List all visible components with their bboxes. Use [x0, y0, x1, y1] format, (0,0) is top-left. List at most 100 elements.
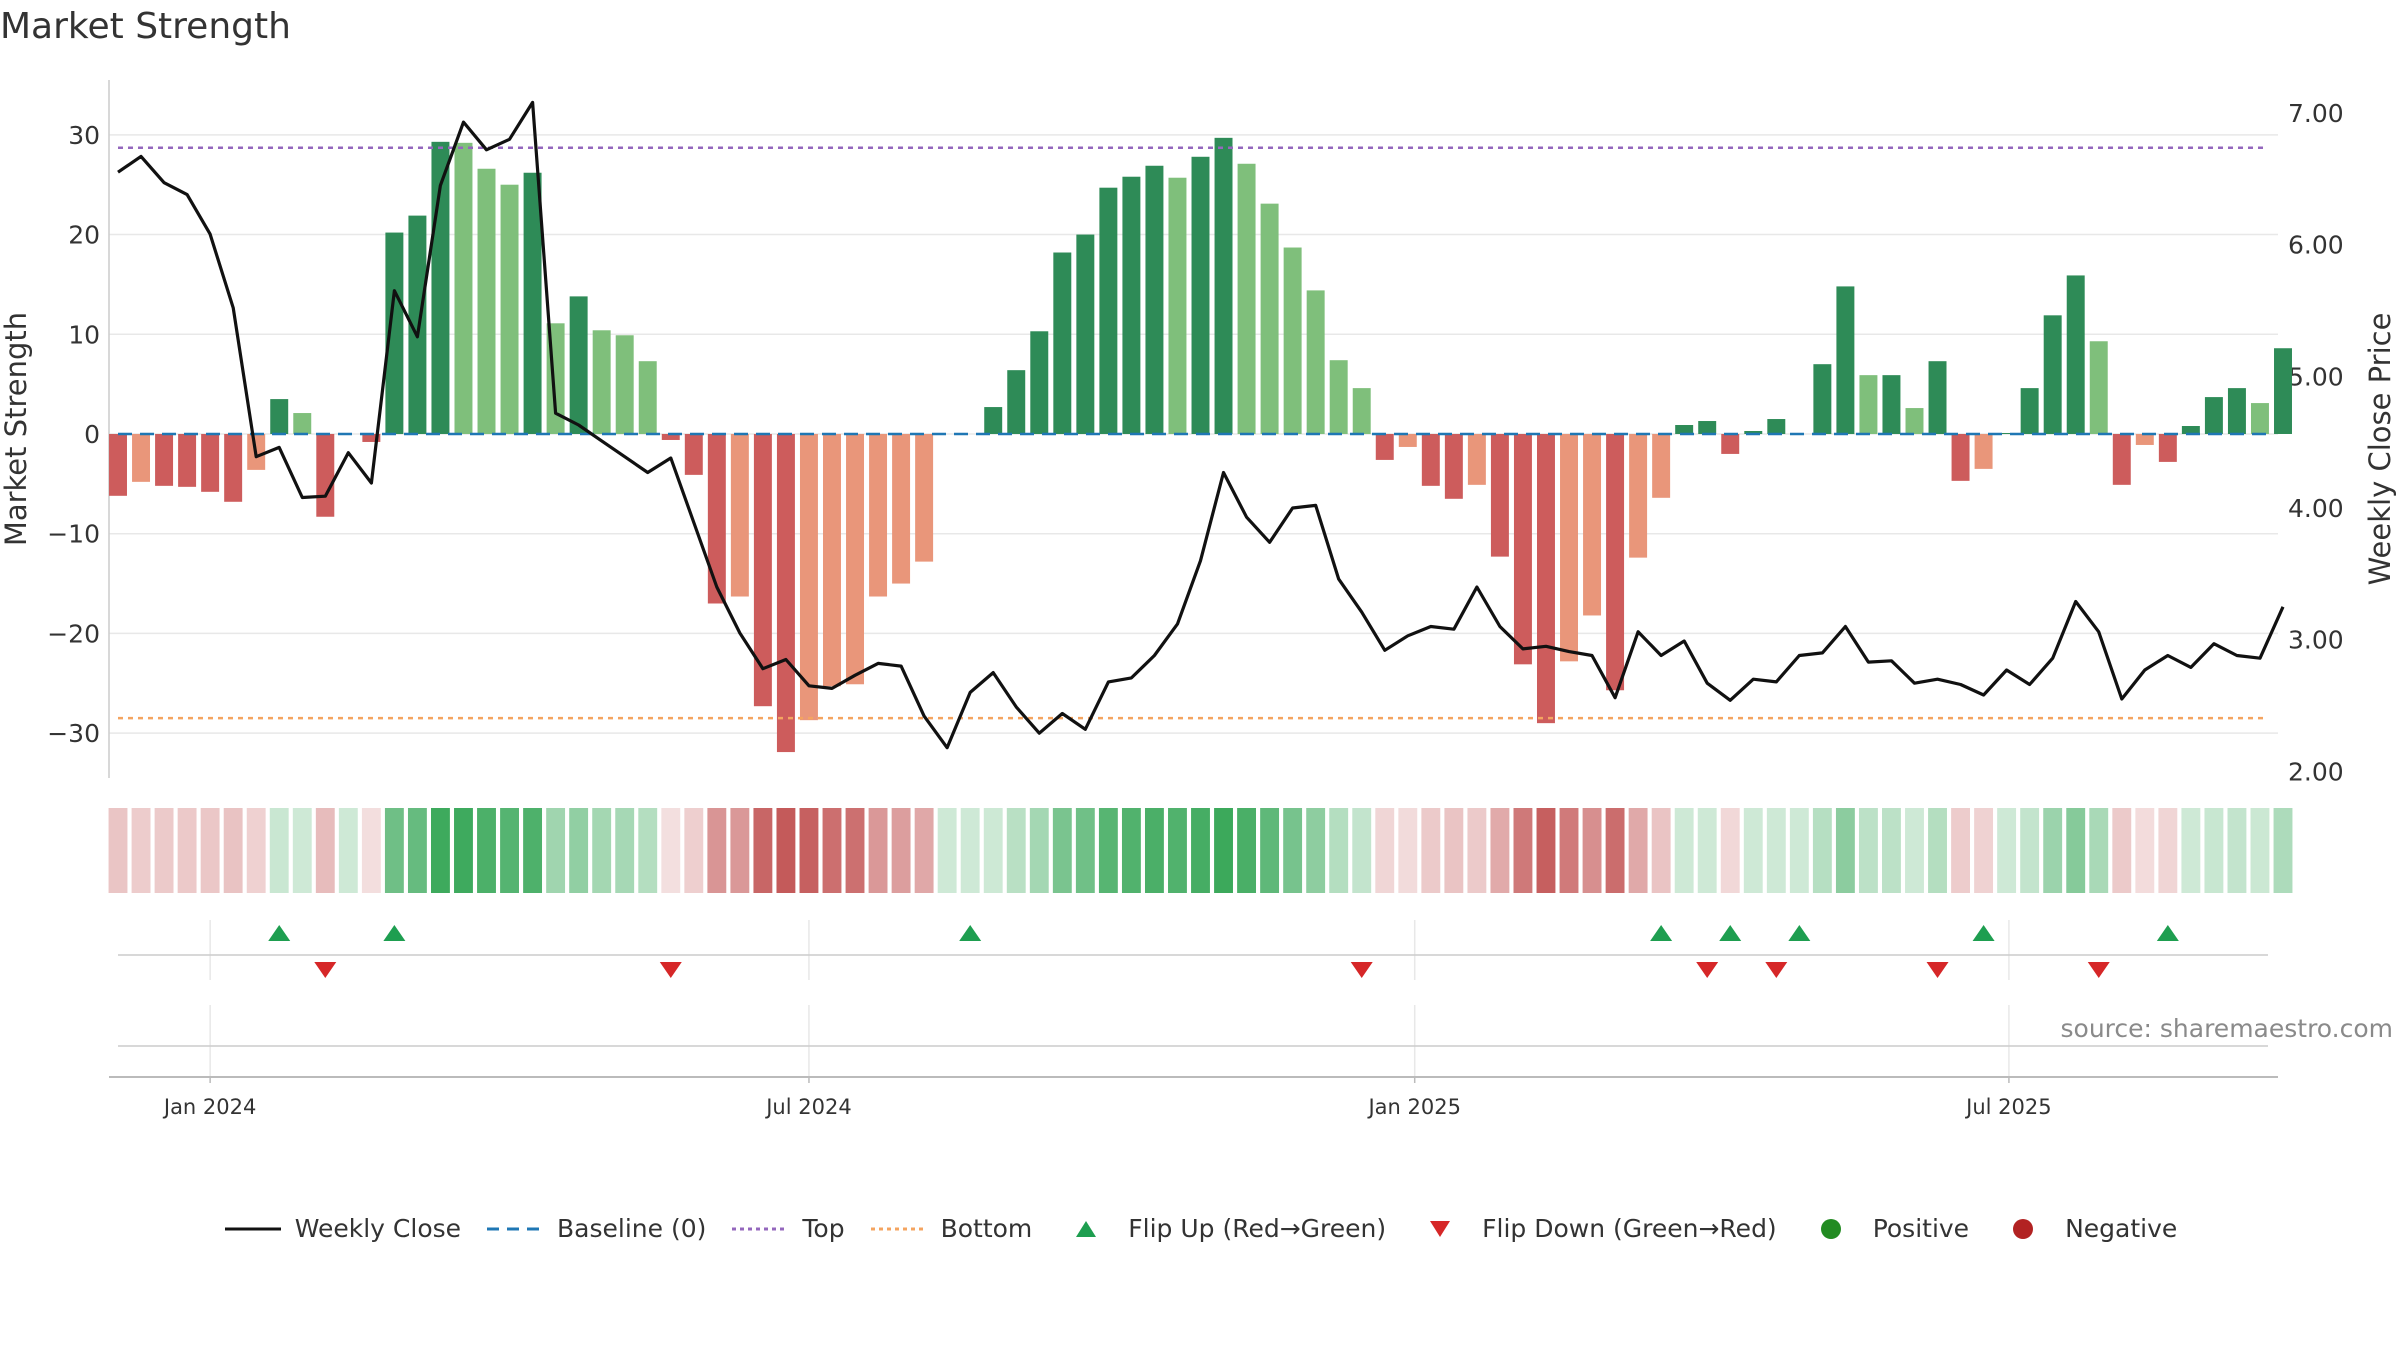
y-left-tick-label: 10	[68, 320, 100, 349]
strength-bar	[1122, 176, 1141, 434]
legend-item-bottom: Bottom	[869, 1214, 1033, 1243]
strength-bar	[1168, 177, 1187, 434]
strength-bar	[2227, 388, 2246, 434]
heatmap-cell	[2135, 808, 2155, 893]
heatmap-cell	[384, 808, 404, 893]
strength-bar	[1560, 433, 1578, 662]
legend-item-positive: Positive	[1801, 1214, 1969, 1243]
strength-bar	[155, 433, 174, 486]
flip-down-marker	[659, 962, 682, 978]
strength-bars	[109, 137, 2292, 753]
legend-item-flip_down: Flip Down (Green→Red)	[1410, 1214, 1777, 1243]
strength-bar	[2112, 433, 2131, 485]
heatmap-cell	[292, 808, 312, 893]
strength-bar	[1260, 203, 1279, 434]
heatmap-cell	[1605, 808, 1625, 893]
flip-down-marker	[1926, 962, 1949, 978]
heatmap-cell	[269, 808, 289, 893]
y-right-tick-label: 5.00	[2288, 362, 2344, 391]
heatmap-cell	[315, 808, 335, 893]
strength-bar	[2135, 433, 2154, 445]
heatmap-cell	[891, 808, 911, 893]
heatmap-cell	[1121, 808, 1141, 893]
heatmap-cell	[868, 808, 888, 893]
strength-bar	[1214, 137, 1233, 434]
y-left-tick-label: −10	[47, 520, 100, 549]
heatmap-cell	[1513, 808, 1533, 893]
strength-bar	[293, 413, 312, 434]
y-right-tick-label: 7.00	[2288, 99, 2344, 128]
strength-bar	[1905, 408, 1924, 434]
heatmap-cell	[615, 808, 635, 893]
strength-bar	[638, 361, 657, 434]
heatmap-cell	[1352, 808, 1372, 893]
heatmap-cell	[1467, 808, 1487, 893]
strength-bar	[1467, 433, 1486, 485]
strength-bar	[1744, 430, 1763, 434]
strength-bar	[823, 433, 841, 687]
strength-bar	[2204, 397, 2223, 434]
heatmap-cell	[177, 808, 197, 893]
heatmap-cell	[1951, 808, 1970, 893]
heatmap-cell	[1674, 808, 1694, 893]
strength-bar	[2043, 315, 2062, 434]
strength-bar	[1398, 433, 1417, 447]
heatmap-cell	[1766, 808, 1786, 893]
strength-bar	[109, 433, 127, 496]
heatmap-cell	[1697, 808, 1717, 893]
strength-bar	[1974, 433, 1993, 469]
strength-bar	[1053, 252, 1072, 434]
strength-bar	[1859, 375, 1878, 434]
heatmap-cell	[477, 808, 496, 893]
heatmap-cell	[1421, 808, 1441, 893]
heatmap-cell	[1858, 808, 1878, 893]
legend-symbol-positive	[1820, 1218, 1841, 1239]
strength-bar	[1675, 425, 1694, 434]
strength-bar	[224, 433, 243, 502]
legend-symbol-weekly_close	[224, 1227, 281, 1230]
strength-bar	[454, 142, 473, 434]
strength-bar	[1882, 375, 1901, 434]
strength-bar	[753, 433, 772, 707]
legend-label: Bottom	[940, 1214, 1033, 1243]
legend-symbol-top	[732, 1227, 789, 1230]
heatmap-cell	[2158, 808, 2178, 893]
lower-gridlines	[118, 920, 2268, 1077]
heatmap-cell	[799, 808, 819, 893]
flip-down-marker	[314, 962, 337, 978]
strength-bar	[2158, 433, 2177, 462]
flip-up-marker	[268, 925, 291, 941]
strength-bar	[316, 433, 335, 517]
heatmap-cell	[1559, 808, 1579, 893]
strength-bar	[2250, 403, 2269, 434]
heatmap-cell	[1260, 808, 1280, 893]
heatmap-cell	[1974, 808, 1994, 893]
strength-bar	[2181, 426, 2200, 434]
strength-bar	[1076, 234, 1095, 434]
heatmap-cell	[1237, 808, 1257, 893]
strength-bar	[1721, 433, 1740, 454]
legend-label: Flip Up (Red→Green)	[1128, 1214, 1387, 1243]
strength-bar	[684, 433, 703, 475]
heatmap-cell	[914, 808, 934, 893]
strength-bar	[707, 433, 726, 604]
heatmap-cell	[1835, 808, 1855, 893]
flip-down-marker	[1350, 962, 1373, 978]
y-right-tick-label: 4.00	[2288, 494, 2344, 523]
x-tick-label: Jul 2025	[1964, 1095, 2051, 1119]
strength-bar	[869, 433, 888, 597]
strength-bar	[1099, 187, 1118, 434]
strength-bar	[201, 433, 220, 492]
strength-bar	[592, 330, 611, 434]
heatmap-cell	[1375, 808, 1395, 893]
flip-up-marker	[1972, 925, 1995, 941]
heatmap-cell	[1283, 808, 1303, 893]
heatmap-cell	[1582, 808, 1602, 893]
strength-bar	[2020, 388, 2039, 434]
strength-bar	[1813, 364, 1832, 434]
heatmap-cell	[845, 808, 865, 893]
y-left-tick-label: −20	[47, 619, 100, 648]
heatmap-cell	[546, 808, 566, 893]
heatmap-cell	[1882, 808, 1901, 893]
heatmap-cell	[1398, 808, 1418, 893]
